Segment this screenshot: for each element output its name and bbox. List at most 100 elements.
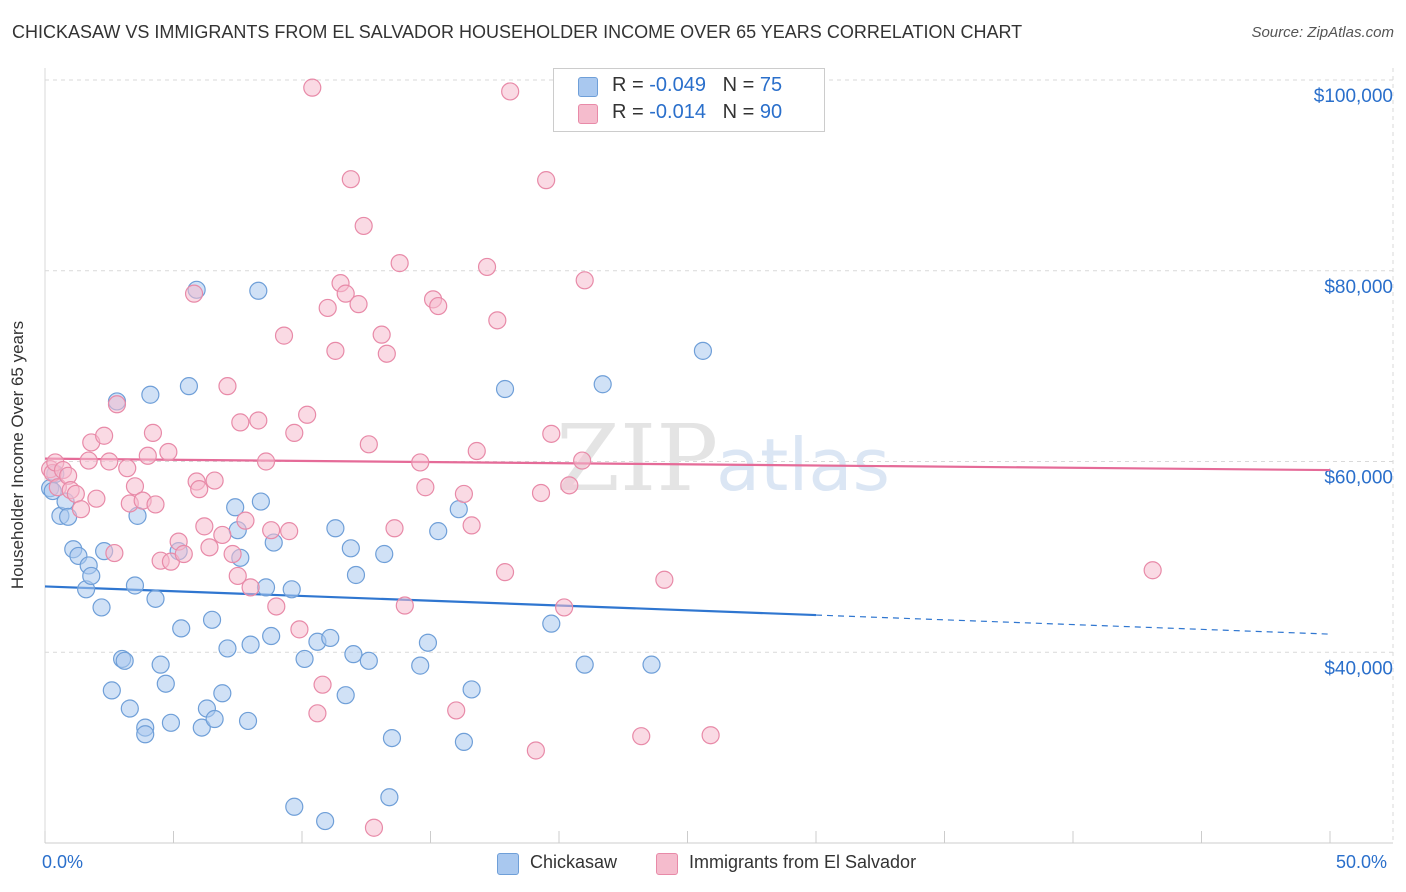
el-salvador-point [118,459,137,478]
legend-text: R = -0.014 N = 90 [612,101,782,124]
y-tick-label: $100,000 [1314,86,1393,107]
el-salvador-point [349,295,368,314]
el-salvador-point [385,519,404,538]
chickasaw-point [462,680,481,699]
chickasaw-point [593,375,612,394]
el-salvador-point [336,284,355,303]
el-salvador-point [71,500,91,519]
chickasaw-point [575,655,594,674]
chickasaw-point [179,377,199,396]
el-salvador-point [280,522,299,541]
chickasaw-point [449,500,468,519]
el-salvador-point [146,495,165,514]
chickasaw-trend-extension [815,614,1331,635]
el-salvador-point [223,544,242,564]
el-salvador-point [138,446,157,465]
chart-source: Source: ZipAtlas.com [1251,24,1394,41]
chickasaw-point [418,633,438,652]
el-salvador-point [313,675,332,694]
bottom-legend-label: Chickasaw [530,852,618,872]
legend-swatch-pink [578,104,598,124]
el-salvador-point [560,476,579,495]
legend-swatch-blue [578,77,598,97]
el-salvador-point [285,423,304,442]
el-salvador-point [477,257,497,277]
chickasaw-point [136,725,155,744]
chickasaw-point [115,651,134,670]
el-salvador-point [174,544,193,564]
chickasaw-point [542,614,561,633]
el-salvador-point [542,424,561,443]
el-salvador-point [526,741,545,760]
el-salvador-point [655,570,674,589]
legend-n-value: 75 [759,74,783,96]
el-salvador-point [184,284,204,303]
el-salvador-point [218,377,237,396]
el-salvador-point [395,596,414,615]
el-salvador-point [107,395,127,414]
el-salvador-point [390,254,409,273]
legend-r-label: R = [612,74,644,96]
bottom-legend-label: Immigrants from El Salvador [689,852,917,872]
el-salvador-point [143,423,163,442]
el-salvador-point [467,441,486,461]
chickasaw-point [321,628,340,648]
axes [44,68,1393,844]
el-salvador-point [326,341,345,360]
el-salvador-point [447,701,466,720]
legend-text: R = -0.049 N = 75 [612,74,782,97]
chickasaw-point [251,492,270,511]
chickasaw-point [256,578,276,597]
chickasaw-point [429,522,448,541]
legend-r-label: R = [612,101,644,123]
el-salvador-point [231,413,250,432]
el-salvador-point [66,484,85,504]
el-salvador-point [205,471,224,490]
el-salvador-point [274,326,294,345]
el-salvador-point [79,451,98,470]
el-salvador-point [236,511,255,530]
chickasaw-point [218,639,237,658]
chickasaw-point [285,797,304,816]
legend-r-value: -0.014 [649,101,706,123]
legend-n-value: 90 [759,101,783,123]
chickasaw-point [262,626,281,646]
chickasaw-point [346,565,366,585]
chickasaw-point [172,619,191,638]
el-salvador-point [537,171,556,190]
legend-n-label: N = [722,101,755,123]
chickasaw-point [151,655,170,674]
chickasaw-point [146,589,165,608]
el-salvador-point [95,426,114,445]
chickasaw-point [359,651,378,670]
el-salvador-point [495,563,515,582]
el-salvador-point [262,521,281,540]
el-salvador-point [298,405,317,424]
y-tick-label: $60,000 [1324,468,1393,489]
el-salvador-point [318,298,337,318]
el-salvador-point [200,538,219,557]
chickasaw-point [156,674,175,693]
chickasaw-point [282,580,301,599]
chickasaw-point [326,519,345,538]
el-salvador-point [377,344,396,363]
y-tick-labels: $40,000 $60,000 $80,000 $100,000 [1314,86,1393,679]
chickasaw-point [192,718,211,737]
chickasaw-point [693,341,713,360]
chickasaw-point [411,656,430,675]
chickasaw-point [125,576,145,595]
chickasaw-point [161,713,181,732]
el-salvador-point [190,480,209,499]
legend-r-value: -0.049 [649,74,706,96]
el-salvador-point [575,271,594,290]
el-salvador-point [256,452,276,471]
chickasaw-point [380,788,399,807]
chickasaw-point [382,728,402,748]
el-salvador-point [195,517,214,536]
chickasaw-point [375,544,394,564]
y-tick-label: $80,000 [1324,277,1393,298]
el-salvador-point [429,296,448,316]
chickasaw-point [205,709,224,729]
chickasaw-point [495,379,515,399]
